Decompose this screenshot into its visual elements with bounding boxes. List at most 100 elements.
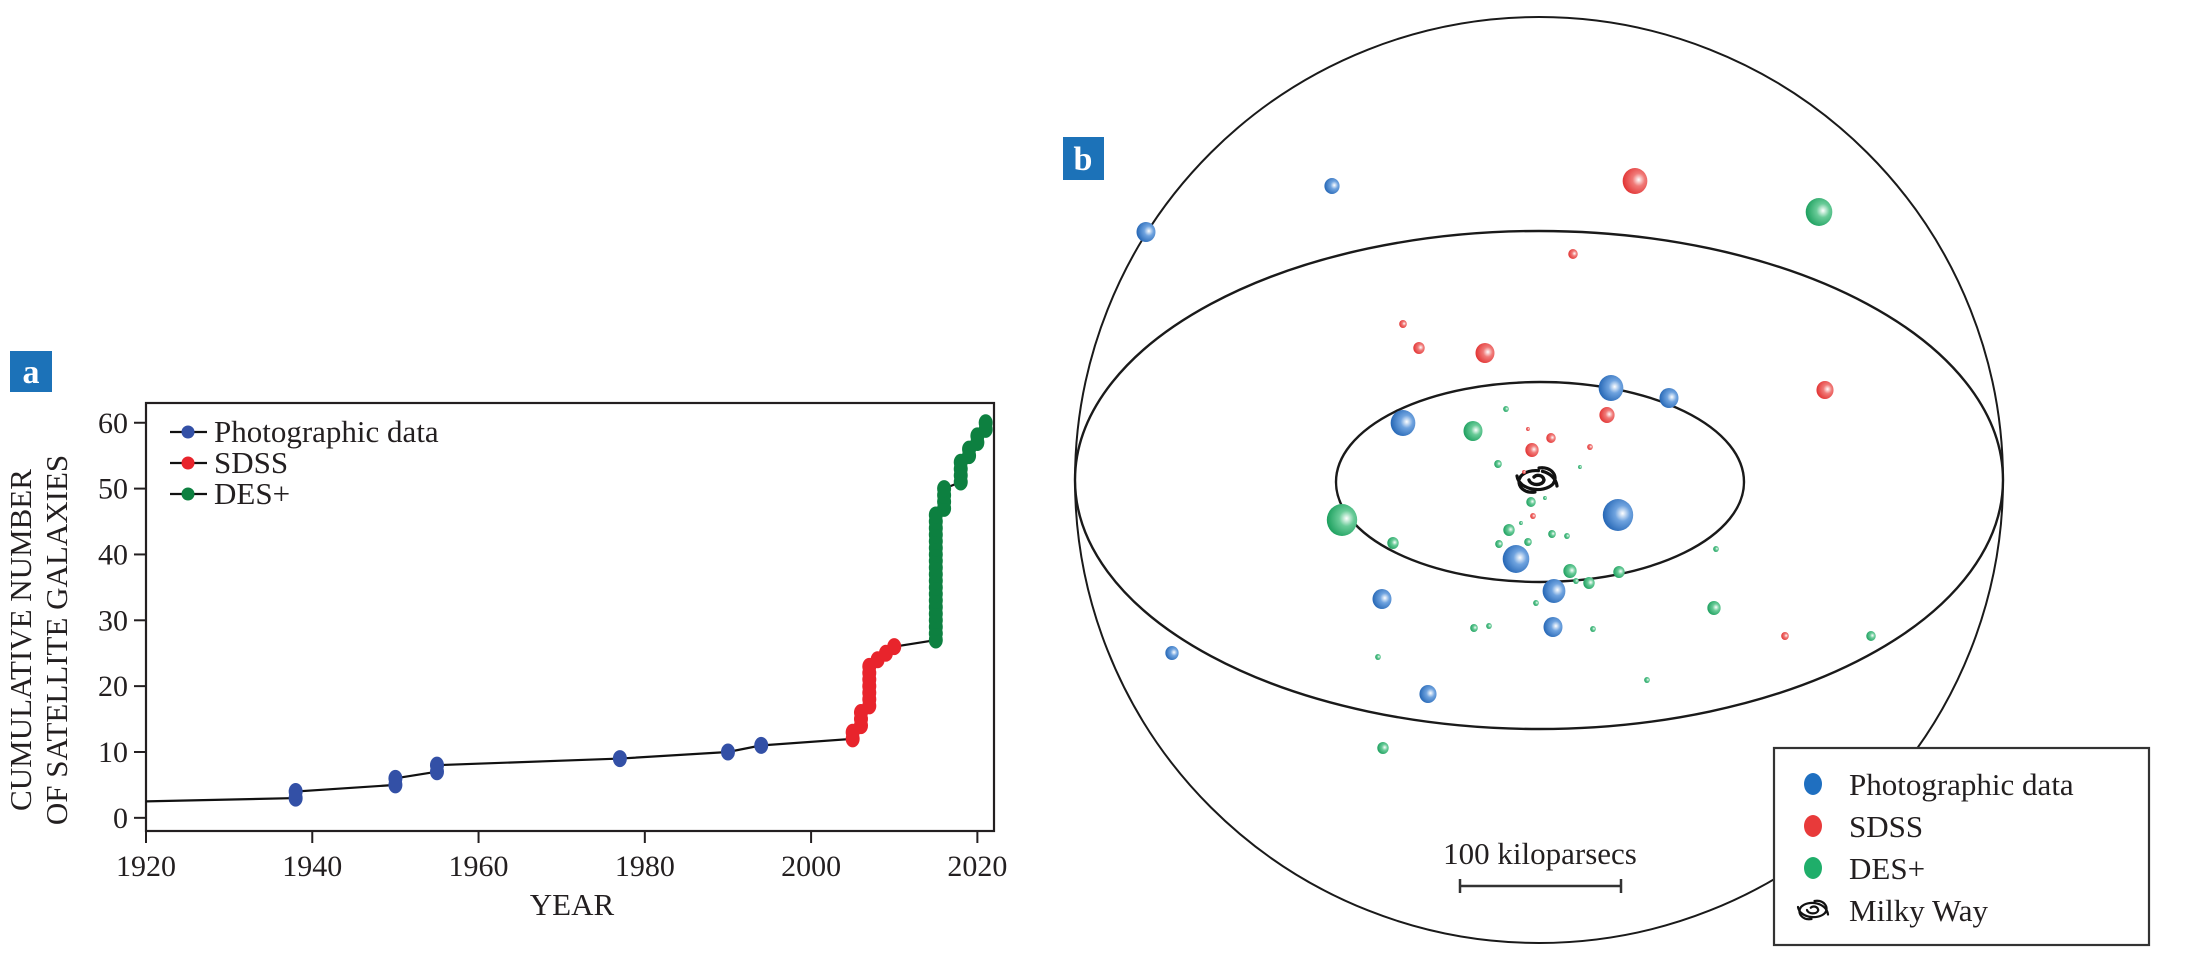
y-tick-label: 60 (98, 407, 128, 440)
x-tick-label: 1920 (116, 850, 176, 883)
satellite-green (1533, 600, 1539, 606)
satellite-red (1522, 470, 1526, 474)
satellite-green (1613, 566, 1625, 578)
satellite-red (1622, 168, 1648, 194)
satellite-green (1573, 578, 1579, 584)
satellite-green (1563, 564, 1577, 578)
satellite-red (1599, 407, 1615, 423)
panel-a-tag-label: a (23, 354, 40, 391)
satellite-green (1526, 497, 1536, 507)
satellite-green (1707, 601, 1721, 615)
satellite-red (1525, 443, 1539, 457)
y-tick-label: 30 (98, 604, 128, 637)
satellite-green (1519, 521, 1523, 525)
satellite-blue (1502, 545, 1530, 573)
satellite-green (1494, 460, 1502, 468)
data-point-photographic-data (612, 750, 627, 768)
data-point-photographic-data (720, 743, 735, 761)
legend-label: DES+ (214, 476, 290, 511)
legend-marker (181, 425, 195, 439)
middle-orbit-ellipse (1073, 229, 2005, 731)
satellite-green (1326, 504, 1358, 536)
panel-b-tag (1063, 137, 1104, 180)
x-tick-label: 2020 (947, 850, 1007, 883)
data-point-des (937, 480, 952, 498)
satellite-blue (1165, 646, 1179, 660)
satellite-blue (1324, 178, 1340, 194)
scale-bar: 100 kiloparsecs (1443, 836, 1637, 893)
satellite-galaxies (1136, 168, 1876, 754)
y-tick-label: 20 (98, 670, 128, 703)
data-point-photographic-data (288, 782, 303, 800)
x-tick-label: 2000 (781, 850, 841, 883)
satellite-green (1470, 624, 1478, 632)
y-axis-title-line-1: CUMULATIVE NUMBER (3, 469, 38, 811)
panel-a-tag (10, 351, 52, 392)
satellite-blue (1602, 499, 1634, 531)
legend-label-photographic: Photographic data (1849, 767, 2074, 802)
panel-b: b 100 kiloparsecs Photographic data SDSS… (1063, 16, 2151, 947)
y-axis-title: CUMULATIVE NUMBER OF SATELLITE GALAXIES (3, 455, 74, 825)
y-tick-label: 0 (113, 802, 128, 835)
satellite-green (1375, 654, 1381, 660)
satellite-green (1503, 406, 1509, 412)
satellite-red (1530, 513, 1536, 519)
y-tick-label: 40 (98, 538, 128, 571)
satellite-green (1524, 538, 1532, 546)
legend-label: SDSS (214, 445, 288, 480)
data-point-photographic-data (388, 769, 403, 787)
satellite-blue (1390, 410, 1416, 436)
legend-label-sdss: SDSS (1849, 809, 1923, 844)
satellite-blue (1136, 222, 1156, 242)
legend-label: Photographic data (214, 414, 439, 449)
satellite-red (1816, 381, 1834, 399)
satellite-blue (1542, 579, 1566, 603)
satellite-green (1583, 577, 1595, 589)
satellite-red (1475, 343, 1495, 363)
x-tick-label: 1940 (282, 850, 342, 883)
plot-frame (144, 401, 996, 833)
data-point-photographic-data (429, 756, 444, 774)
satellite-blue (1598, 375, 1624, 401)
satellite-red (1413, 342, 1425, 354)
data-point-photographic-data (754, 736, 769, 754)
satellite-green (1495, 540, 1503, 548)
blue-dot-icon (1804, 773, 1822, 795)
satellite-green (1463, 421, 1483, 441)
satellite-green (1486, 623, 1492, 629)
satellite-green (1564, 533, 1570, 539)
satellite-green (1503, 524, 1515, 536)
panel-b-tag-label: b (1074, 141, 1093, 178)
satellite-green (1805, 198, 1833, 226)
satellite-red (1781, 632, 1789, 640)
satellite-blue (1543, 617, 1563, 637)
legend-marker (181, 487, 195, 501)
y-axis-title-line-2: OF SATELLITE GALAXIES (39, 455, 74, 825)
satellite-red (1399, 320, 1407, 328)
legend-label-des: DES+ (1849, 851, 1925, 886)
satellite-red (1526, 427, 1530, 431)
satellite-green (1377, 742, 1389, 754)
axis-ticks: 1920 1940 1960 1980 2000 2020 0 10 20 30 40 50 60 (98, 407, 1007, 883)
spiral-galaxy-icon (1796, 899, 1830, 921)
inner-orbit-ellipse (1334, 380, 1746, 584)
sphere-legend: Photographic data SDSS DES+ Milky Way (1772, 746, 2151, 947)
data-point-sdss (887, 638, 902, 656)
x-tick-label: 1960 (449, 850, 509, 883)
satellite-red (1546, 433, 1556, 443)
data-point-des (978, 414, 993, 432)
satellite-green (1713, 546, 1719, 552)
legend-marker (181, 456, 195, 470)
milky-way-icon (1515, 466, 1559, 494)
satellite-green (1543, 496, 1547, 500)
data-points (288, 414, 993, 807)
y-tick-label: 10 (98, 736, 128, 769)
satellite-green (1548, 530, 1556, 538)
satellite-green (1578, 465, 1582, 469)
green-dot-icon (1804, 857, 1822, 879)
y-tick-label: 50 (98, 473, 128, 506)
red-dot-icon (1804, 815, 1822, 837)
satellite-green (1590, 626, 1596, 632)
